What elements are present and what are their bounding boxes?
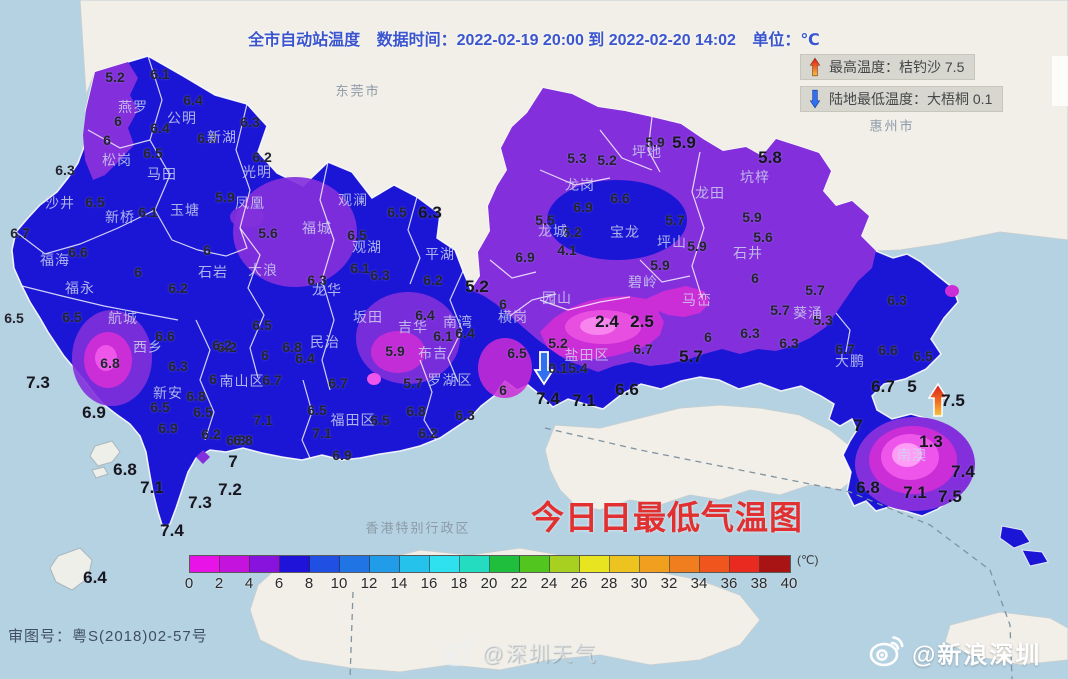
very-cold-tip-dot [945,285,959,297]
highest-temp-arrow-marker [927,382,949,417]
colorbar-segment [250,556,280,572]
island-west-1 [89,440,121,467]
very-cold-wutong [478,338,532,398]
colorbar-segment [370,556,400,572]
colorbar-segment [700,556,730,572]
colorbar-tick: 34 [690,575,708,592]
lowest-temp-arrow-marker [533,351,555,386]
legend-min-temp: 陆地最低温度：大梧桐 0.1 [800,86,1004,112]
colorbar-segment [400,556,430,572]
colorbar-tick: 12 [360,575,378,592]
colorbar-segment [640,556,670,572]
page-title: 全市自动站温度 数据时间：2022-02-19 20:00 到 2022-02-… [0,26,1068,50]
hongkong-land-south [249,547,761,673]
island-southeast-1 [999,525,1031,549]
map-title: 今日日最低气温图 [531,499,803,536]
colorbar-segment [490,556,520,572]
legend-min-label: 陆地最低温度：大梧桐 0.1 [829,91,993,107]
colorbar-tick: 0 [184,575,194,592]
watermark-sina-shenzhen: @新浪深圳 [868,634,1041,670]
colorbar-segment [430,556,460,572]
colorbar-unit: (℃) [797,553,819,567]
district-boundaries [15,55,851,459]
colorbar-segments [189,555,791,573]
colorbar-tick: 38 [750,575,768,592]
cold-zone-nanao-peak [892,443,922,467]
warm-pocket-longgang [547,180,687,260]
title-unit: 单位：℃ [752,32,820,49]
island-southwest [49,547,93,591]
maritime-boundary-dashed [349,427,1013,679]
legend-max-temp: 最高温度：桔钓沙 7.5 [800,54,976,80]
colorbar-segment [760,556,790,572]
colorbar-tick: 30 [630,575,648,592]
cold-zone-northwest [83,62,138,180]
colorbar-tick: 8 [304,575,314,592]
approval-number: 审图号：粤S(2018)02-57号 [8,628,208,645]
right-edge-panel [1052,56,1068,106]
title-datatime: 数据时间：2022-02-19 20:00 到 2022-02-20 14:02 [376,32,736,49]
colorbar-tick: 32 [660,575,678,592]
colorbar-segment [580,556,610,572]
hongkong-islands-southeast [944,611,1068,666]
colorbar-tick: 22 [510,575,528,592]
watermark-shenzhen-weather: @深圳天气 [440,636,597,670]
island-west-2 [91,466,109,479]
colorbar-segment [340,556,370,572]
colorbar-segment [730,556,760,572]
colorbar-tick: 28 [600,575,618,592]
colorbar-segment [190,556,220,572]
colorbar-segment [610,556,640,572]
arrow-down-icon [809,89,821,109]
cold-zone-dalang [233,177,357,287]
very-cold-buji-dot [367,373,381,385]
cold-dot-shekou [196,450,210,464]
title-station: 全市自动站温度 [248,32,361,49]
colorbar-segment [220,556,250,572]
colorbar-tick: 2 [214,575,224,592]
colorbar-tick: 6 [274,575,284,592]
cold-zone-fenghuang [230,206,264,228]
island-southeast-2 [1021,549,1049,567]
colorbar-tick: 40 [780,575,798,592]
colorbar-tick: 16 [420,575,438,592]
colorbar-tick: 20 [480,575,498,592]
watermark-text: @新浪深圳 [912,641,1042,669]
arrow-up-icon [809,57,821,77]
colorbar: (℃) 0 2 4 6 8 10 12 14 16 18 20 22 24 26 28 30 32 34 36 38 4… [185,553,819,592]
watermark-text: @深圳天气 [482,643,598,666]
colorbar-tick: 24 [540,575,558,592]
very-cold-hangcheng-core [95,345,117,371]
colorbar-segment [670,556,700,572]
very-cold-yantian-peak [580,317,616,335]
colorbar-segment [550,556,580,572]
colorbar-segment [460,556,490,572]
colorbar-tick: 10 [330,575,348,592]
hongkong-land-north [544,404,861,511]
legend-max-label: 最高温度：桔钓沙 7.5 [829,59,965,75]
very-cold-buji [371,331,425,373]
colorbar-tick: 36 [720,575,738,592]
colorbar-segment [520,556,550,572]
weibo-icon [441,638,474,667]
colorbar-tick: 4 [244,575,254,592]
colorbar-segment [280,556,310,572]
colorbar-tick: 14 [390,575,408,592]
colorbar-tick: 26 [570,575,588,592]
colorbar-tick: 18 [450,575,468,592]
colorbar-segment [310,556,340,572]
weibo-icon [869,636,904,667]
